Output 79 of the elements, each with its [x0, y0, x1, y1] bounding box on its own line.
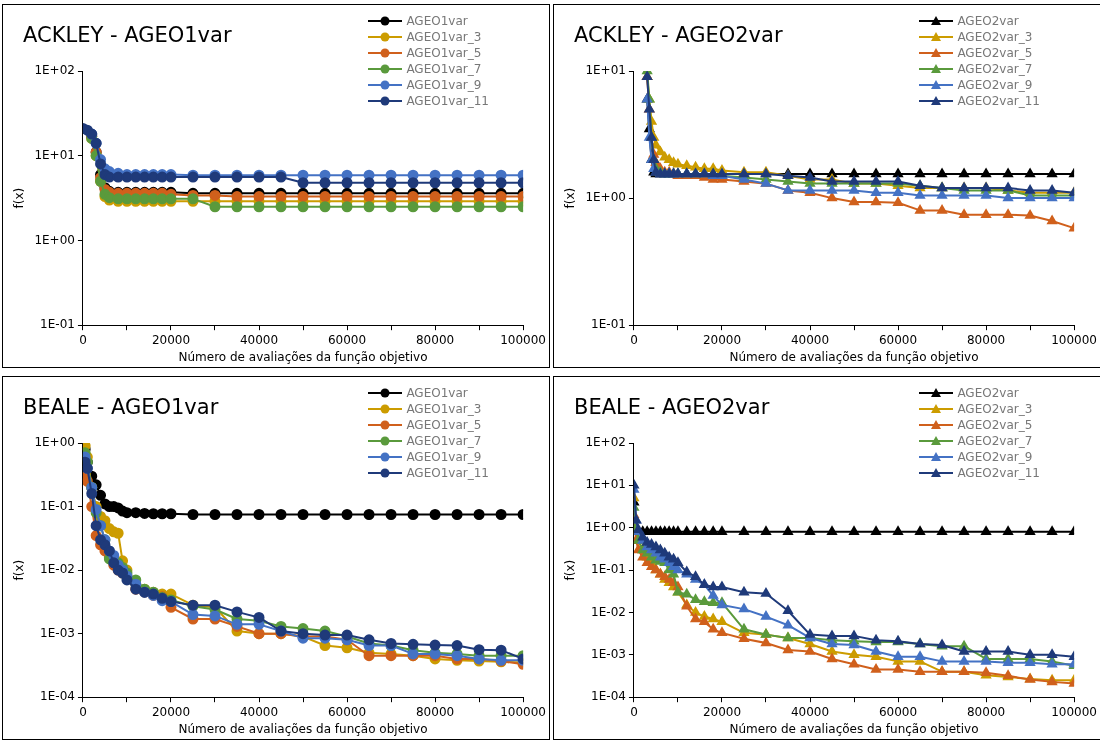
y-axis-title: f(x): [563, 187, 578, 209]
legend-label: AGEO2var_5: [957, 45, 1033, 61]
y-tick-label: 1E+00: [34, 435, 75, 450]
legend-label: AGEO2var_9: [957, 449, 1033, 465]
legend-label: AGEO2var_7: [957, 433, 1033, 449]
y-tick-label: 1E-04: [40, 689, 75, 704]
legend-label: AGEO2var: [957, 385, 1019, 401]
chart-title: ACKLEY - AGEO2var: [574, 23, 783, 47]
y-tick-label: 1E-02: [40, 562, 75, 577]
legend-label: AGEO2var_5: [957, 417, 1033, 433]
x-axis-title: Número de avaliações da função objetivo: [178, 349, 428, 364]
legend-label: AGEO1var_3: [406, 401, 482, 417]
y-axis-title: f(x): [12, 559, 27, 581]
x-tick-label: 40000: [239, 332, 279, 347]
y-tick-label: 1E+01: [34, 147, 75, 162]
y-tick-label: 1E-01: [591, 317, 626, 332]
chart-title: BEALE - AGEO2var: [574, 395, 770, 419]
legend-label: AGEO2var_11: [957, 465, 1040, 481]
legend-label: AGEO2var_3: [957, 29, 1033, 45]
x-tick-label: 0: [79, 332, 87, 347]
y-tick-label: 1E+02: [585, 435, 626, 450]
x-tick-label: 60000: [327, 704, 367, 719]
legend-label: AGEO1var_11: [406, 93, 489, 109]
y-tick-label: 1E-01: [40, 498, 75, 513]
y-tick-label: 1E+01: [585, 63, 626, 78]
x-tick-label: 40000: [239, 704, 279, 719]
legend-label: AGEO1var_7: [406, 433, 482, 449]
y-axis-title: f(x): [563, 559, 578, 581]
legend-label: AGEO1var_11: [406, 465, 489, 481]
legend-label: AGEO2var_9: [957, 77, 1033, 93]
y-tick-label: 1E+00: [585, 519, 626, 534]
y-tick-label: 1E+00: [585, 190, 626, 205]
x-tick-label: 0: [630, 332, 638, 347]
x-axis-title: Número de avaliações da função objetivo: [729, 349, 979, 364]
x-tick-label: 60000: [878, 704, 918, 719]
x-tick-label: 80000: [966, 704, 1006, 719]
legend-label: AGEO2var_3: [957, 401, 1033, 417]
legend-label: AGEO1var_9: [406, 77, 482, 93]
x-tick-label: 20000: [702, 332, 742, 347]
x-tick-label: 0: [630, 704, 638, 719]
y-tick-label: 1E-02: [591, 604, 626, 619]
legend-label: AGEO1var_9: [406, 449, 482, 465]
legend-label: AGEO1var_3: [406, 29, 482, 45]
legend-label: AGEO1var_5: [406, 45, 482, 61]
x-axis-title: Número de avaliações da função objetivo: [729, 721, 979, 736]
x-tick-label: 60000: [878, 332, 918, 347]
x-tick-label: 100000: [1051, 332, 1097, 347]
x-tick-label: 40000: [790, 332, 830, 347]
legend-label: AGEO2var: [957, 13, 1019, 29]
x-tick-label: 20000: [702, 704, 742, 719]
x-tick-label: 100000: [500, 332, 546, 347]
x-axis-title: Número de avaliações da função objetivo: [178, 721, 428, 736]
y-tick-label: 1E-01: [591, 562, 626, 577]
legend-label: AGEO1var: [406, 13, 468, 29]
x-tick-label: 20000: [151, 704, 191, 719]
legend-label: AGEO1var: [406, 385, 468, 401]
y-tick-label: 1E-03: [591, 646, 626, 661]
y-tick-label: 1E-03: [40, 625, 75, 640]
y-tick-label: 1E+00: [34, 232, 75, 247]
chart-title: ACKLEY - AGEO1var: [23, 23, 232, 47]
x-tick-label: 0: [79, 704, 87, 719]
chart-title: BEALE - AGEO1var: [23, 395, 219, 419]
y-tick-label: 1E-01: [40, 317, 75, 332]
x-tick-label: 100000: [500, 704, 546, 719]
y-tick-label: 1E+02: [34, 63, 75, 78]
y-axis-title: f(x): [12, 187, 27, 209]
legend-label: AGEO1var_7: [406, 61, 482, 77]
x-tick-label: 80000: [415, 704, 455, 719]
legend-label: AGEO1var_5: [406, 417, 482, 433]
x-tick-label: 60000: [327, 332, 367, 347]
y-tick-label: 1E+01: [585, 477, 626, 492]
x-tick-label: 100000: [1051, 704, 1097, 719]
x-tick-label: 40000: [790, 704, 830, 719]
legend-label: AGEO2var_11: [957, 93, 1040, 109]
y-tick-label: 1E-04: [591, 689, 626, 704]
x-tick-label: 80000: [415, 332, 455, 347]
legend-label: AGEO2var_7: [957, 61, 1033, 77]
x-tick-label: 80000: [966, 332, 1006, 347]
x-tick-label: 20000: [151, 332, 191, 347]
